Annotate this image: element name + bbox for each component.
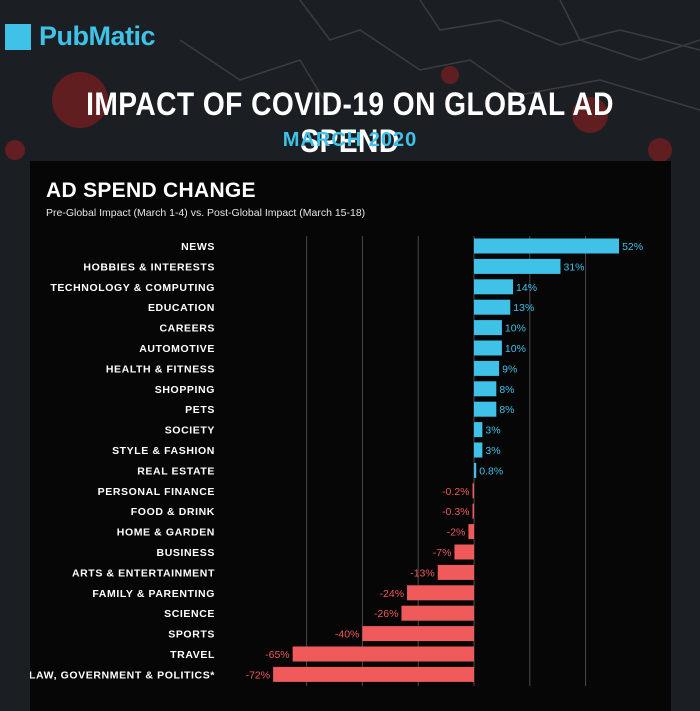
value-label: -24% — [380, 588, 405, 600]
value-label: 10% — [505, 343, 526, 355]
value-label: 13% — [513, 302, 534, 314]
category-label: AUTOMOTIVE — [139, 343, 215, 355]
value-label: -13% — [410, 567, 435, 579]
category-label: LAW, GOVERNMENT & POLITICS* — [30, 669, 215, 681]
bar — [474, 238, 620, 254]
bar — [472, 503, 474, 519]
category-label: SOCIETY — [165, 425, 215, 437]
value-label: 0.8% — [479, 465, 503, 477]
category-label: FOOD & DRINK — [131, 506, 215, 518]
value-label: -65% — [265, 649, 290, 661]
category-label: SCIENCE — [164, 608, 215, 620]
chart-subtitle: Pre-Global Impact (March 1-4) vs. Post-G… — [46, 207, 366, 219]
category-label: EDUCATION — [148, 302, 215, 314]
pubmatic-logo: PubMatic — [5, 21, 156, 52]
category-label: PERSONAL FINANCE — [98, 486, 215, 498]
category-label: BUSINESS — [157, 547, 215, 559]
bar — [468, 524, 474, 540]
category-label: NEWS — [181, 241, 215, 253]
category-label: TECHNOLOGY & COMPUTING — [50, 282, 215, 294]
category-label: SPORTS — [168, 629, 215, 641]
value-label: 31% — [563, 261, 584, 273]
logo-text: PubMatic — [39, 21, 156, 51]
bar — [474, 462, 477, 478]
bar — [474, 320, 502, 336]
value-label: 52% — [622, 241, 643, 253]
logo-square-icon — [5, 23, 31, 50]
bar — [401, 605, 474, 621]
category-label: TRAVEL — [170, 649, 215, 661]
category-label: ARTS & ENTERTAINMENT — [72, 567, 215, 579]
value-label: 3% — [485, 445, 500, 457]
category-label: FAMILY & PARENTING — [92, 588, 215, 600]
value-label: -0.3% — [442, 506, 469, 518]
category-label: HEALTH & FITNESS — [106, 363, 215, 375]
category-label: PETS — [185, 404, 215, 416]
value-label: 9% — [502, 363, 517, 375]
bar — [474, 360, 500, 376]
bar — [437, 564, 474, 580]
category-label: SHOPPING — [155, 384, 215, 396]
bar-chart: NEWS 52% HOBBIES & INTERESTS 31% TECHNOLOGY … — [30, 236, 643, 686]
value-label: 8% — [499, 384, 514, 396]
page-title: IMPACT OF COVID-19 ON GLOBAL AD SPEND — [86, 86, 614, 159]
bar — [454, 544, 474, 560]
category-label: STYLE & FASHION — [112, 445, 215, 457]
category-label: REAL ESTATE — [137, 465, 215, 477]
value-label: 3% — [485, 425, 500, 437]
value-label: -7% — [433, 547, 452, 559]
value-label: -26% — [374, 608, 399, 620]
value-label: 8% — [499, 404, 514, 416]
bar — [407, 585, 474, 601]
bar — [474, 401, 497, 417]
value-label: -2% — [447, 527, 466, 539]
bar — [474, 442, 483, 458]
bar — [474, 381, 497, 397]
value-label: 14% — [516, 282, 537, 294]
value-label: -72% — [246, 669, 271, 681]
bar — [474, 340, 502, 356]
chart-title: AD SPEND CHANGE — [46, 179, 256, 202]
value-label: 10% — [505, 323, 526, 335]
bar — [474, 299, 511, 315]
page-subtitle: MARCH 2020 — [282, 129, 418, 151]
bar — [474, 258, 561, 274]
bar — [474, 422, 483, 438]
value-label: -40% — [335, 629, 360, 641]
bar — [362, 626, 474, 642]
bar — [474, 279, 514, 295]
category-label: HOBBIES & INTERESTS — [83, 261, 215, 273]
value-label: -0.2% — [442, 486, 469, 498]
chart-panel: AD SPEND CHANGE Pre-Global Impact (March… — [30, 161, 671, 711]
category-label: HOME & GARDEN — [117, 527, 215, 539]
bar — [292, 646, 474, 662]
bar — [273, 666, 474, 682]
category-label: CAREERS — [159, 323, 215, 335]
bar — [472, 483, 474, 499]
